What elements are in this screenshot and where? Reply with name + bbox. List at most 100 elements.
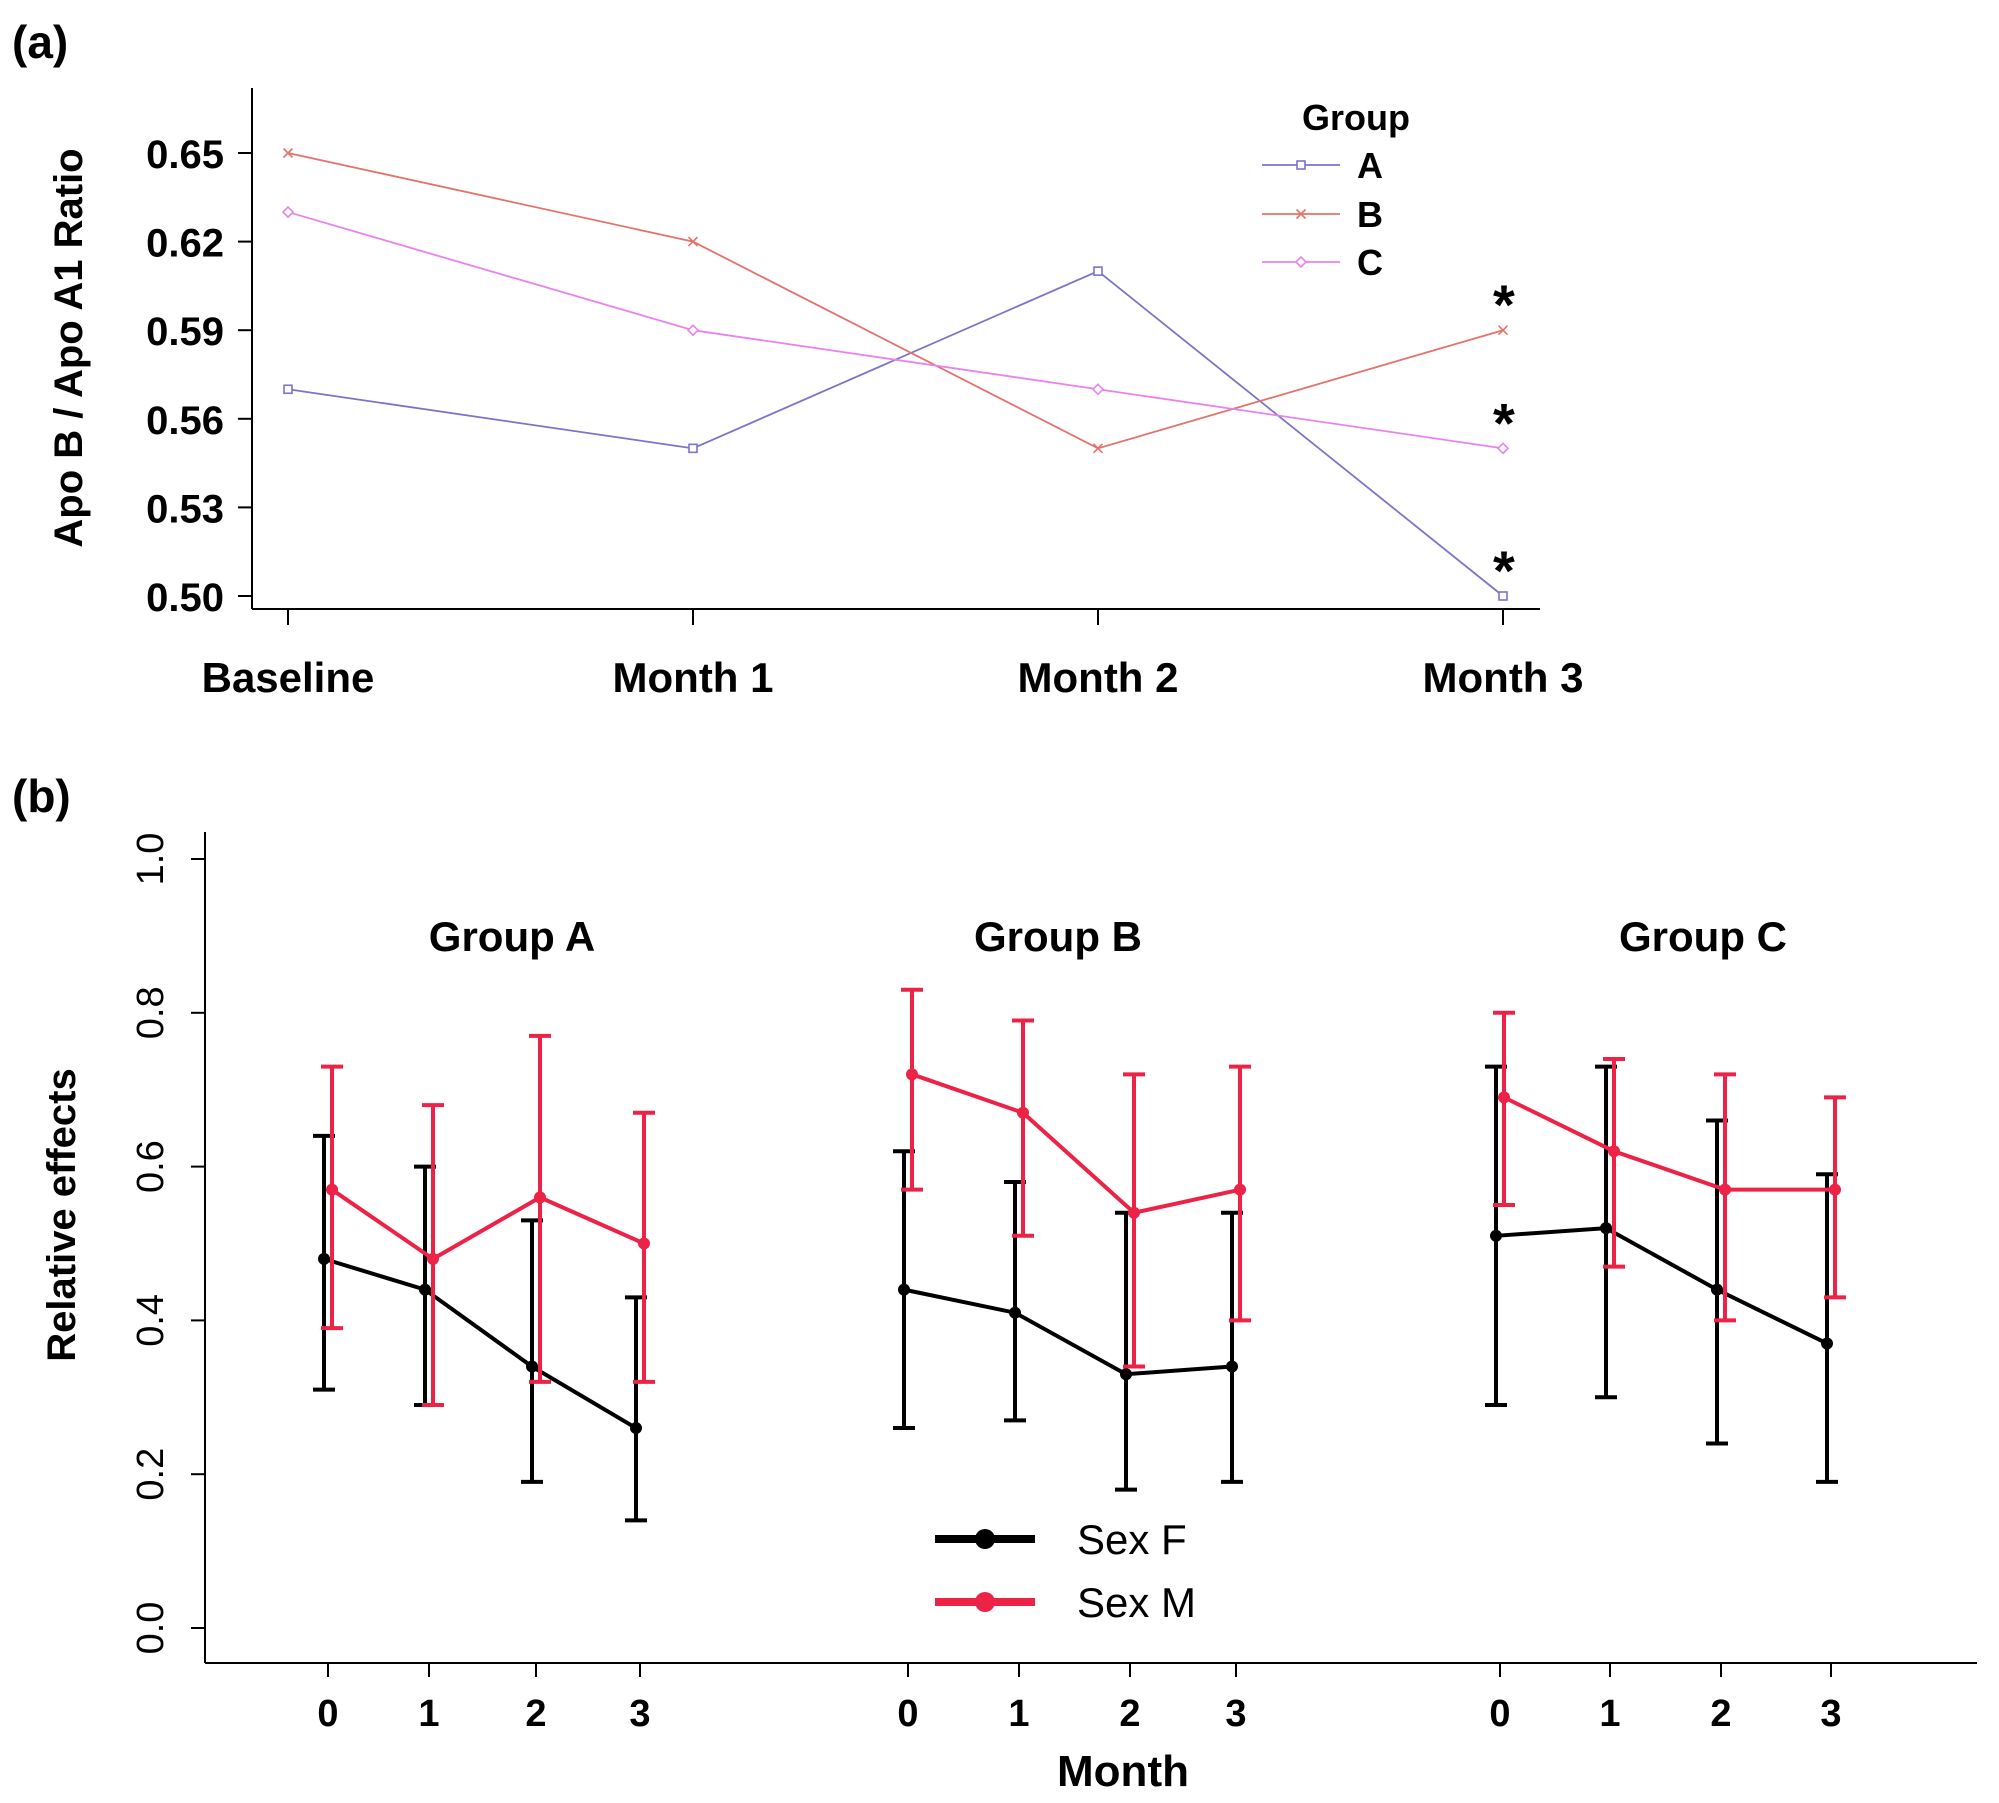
panel-a-y-tick-label: 0.56 (146, 399, 224, 443)
group-c-title: Group C (1619, 913, 1787, 960)
panel-a-y-tick-label: 0.65 (146, 133, 224, 177)
group-c-sex-f-point (1821, 1337, 1833, 1350)
group-c-sex-m-line (1503, 1095, 1835, 1192)
series-a-line (287, 270, 1504, 597)
panel-a-y-axis-title: Apo B / Apo A1 Ratio (47, 148, 91, 547)
significance-star: * (1493, 391, 1515, 454)
panel-b: (b) 0.0 0.2 0.4 0.6 0.8 1.0 0 1 2 3 0 1 2 3 0 1 2 3 Rela… (12, 770, 1977, 1796)
group-a-sex-m-line (330, 1188, 645, 1262)
group-a-sex-f-point (630, 1422, 642, 1435)
panel-a-label: (a) (12, 16, 68, 68)
group-a-sex-f-line (323, 1256, 638, 1430)
panel-b-groups: Group A Group B Group C (313, 913, 1846, 1523)
significance-star: * (1493, 539, 1515, 602)
legend-sex-m-label: Sex M (1077, 1579, 1196, 1626)
panel-b-x-tick-label: 0 (317, 1693, 338, 1735)
group-a-sex-f-point (419, 1283, 431, 1296)
series-b-point (282, 147, 294, 159)
panel-b-y-tick-label: 0.2 (130, 1448, 172, 1501)
group-b-title: Group B (974, 913, 1142, 960)
legend-a-marker (1296, 160, 1306, 170)
panel-b-y-tick-label: 0.4 (130, 1294, 172, 1347)
series-a-point (688, 443, 698, 454)
significance-star: * (1493, 273, 1515, 336)
panel-a-y-tick-label: 0.50 (146, 576, 224, 620)
panel-b-y-tick-label: 1.0 (130, 833, 172, 886)
group-b-sex-f-point (898, 1283, 910, 1296)
group-b-sex-m-point (1128, 1206, 1140, 1219)
legend-sex-f-marker (975, 1529, 995, 1549)
panel-b-x-tick-label: 0 (1489, 1693, 1510, 1735)
panel-b-y-ticks: 0.0 0.2 0.4 0.6 0.8 1.0 (130, 833, 205, 1655)
panel-b-legend: Sex F Sex M (935, 1516, 1196, 1626)
panel-a-series (281, 147, 1510, 601)
panel-a-x-tick-label: Month 3 (1423, 654, 1584, 701)
panel-b-y-tick-label: 0.8 (130, 986, 172, 1039)
panel-a-y-ticks: 0.50 0.53 0.56 0.59 0.62 0.65 (146, 133, 252, 620)
group-b-sex-m-line (911, 1072, 1241, 1215)
group-a-sex-m-point (534, 1191, 546, 1204)
panel-b-axes (204, 832, 1977, 1664)
group-a-sex-f-point (526, 1360, 538, 1373)
group-c-sex-m-point (1608, 1145, 1620, 1158)
group-c-sex-m-point (1829, 1183, 1841, 1196)
panel-b-x-tick-label: 1 (1008, 1693, 1029, 1735)
group-a-sex-m-point (427, 1252, 439, 1265)
group-a-title: Group A (429, 913, 595, 960)
panel-a-legend: Group ABC (1262, 97, 1410, 283)
panel-b-label: (b) (12, 770, 71, 822)
group-c-sex-f-point (1711, 1283, 1723, 1296)
panel-b-x-axis-title: Month (1057, 1747, 1189, 1796)
group-c-sex-f-line (1495, 1226, 1828, 1346)
series-b-point (1497, 325, 1509, 336)
panel-b-x-tick-label: 3 (1820, 1693, 1841, 1735)
group-b-sex-f-point (1009, 1306, 1021, 1319)
panel-a-annotations: * * * (1493, 273, 1515, 602)
group-b-sex-m-point (1017, 1106, 1029, 1119)
legend-b-label: B (1357, 194, 1383, 235)
group-b-sex-m-point (1234, 1183, 1246, 1196)
series-b-point (1092, 443, 1104, 454)
panel-a-legend-title: Group (1302, 97, 1410, 138)
series-a-point (283, 384, 293, 395)
panel-a-y-tick-label: 0.62 (146, 222, 224, 266)
series-c-line (287, 211, 1504, 450)
series-c-point (686, 324, 700, 337)
panel-a-x-tick-label: Month 1 (613, 654, 774, 701)
panel-b-y-tick-label: 0.6 (130, 1140, 172, 1193)
panel-a: (a) 0.50 0.53 0.56 0.59 0.62 0.65 Baseline Mon… (12, 16, 1583, 701)
panel-b-x-ticks: 0 1 2 3 0 1 2 3 0 1 2 3 (317, 1663, 1842, 1735)
series-c-point (1496, 442, 1510, 455)
panel-b-x-tick-label: 0 (897, 1693, 918, 1735)
panel-b-x-tick-label: 2 (1119, 1693, 1140, 1735)
panel-b-x-tick-label: 2 (525, 1693, 546, 1735)
panel-b-x-tick-label: 1 (418, 1693, 439, 1735)
legend-a-label: A (1357, 145, 1383, 186)
panel-b-x-tick-label: 3 (1225, 1693, 1246, 1735)
panel-b-x-tick-label: 3 (629, 1693, 650, 1735)
panel-a-axes (251, 88, 1540, 610)
panel-b-x-tick-label: 2 (1710, 1693, 1731, 1735)
legend-c-label: C (1357, 242, 1383, 283)
panel-b-x-tick-label: 1 (1599, 1693, 1620, 1735)
series-c-point (1091, 383, 1105, 396)
series-a-point (1093, 266, 1103, 276)
group-c-sex-m-point (1719, 1183, 1731, 1196)
series-b-point (687, 236, 699, 247)
series-a-point (1498, 591, 1508, 601)
group-c-sex-f-point (1600, 1222, 1612, 1235)
group-b-sex-f-point (1226, 1360, 1238, 1373)
group-a-sex-m-point (326, 1183, 338, 1196)
panel-a-x-tick-label: Month 2 (1018, 654, 1179, 701)
panel-a-x-tick-label: Baseline (202, 654, 375, 701)
panel-b-y-tick-label: 0.0 (130, 1602, 172, 1655)
panel-a-y-tick-label: 0.59 (146, 310, 224, 354)
group-c-sex-m-point (1498, 1091, 1510, 1104)
series-c-point (281, 205, 295, 219)
panel-a-x-ticks: Baseline Month 1 Month 2 Month 3 (202, 609, 1584, 701)
legend-sex-f-label: Sex F (1077, 1516, 1187, 1563)
group-c-sex-f-point (1490, 1229, 1502, 1242)
panel-a-y-tick-label: 0.53 (146, 487, 224, 531)
legend-c-marker (1294, 255, 1308, 269)
